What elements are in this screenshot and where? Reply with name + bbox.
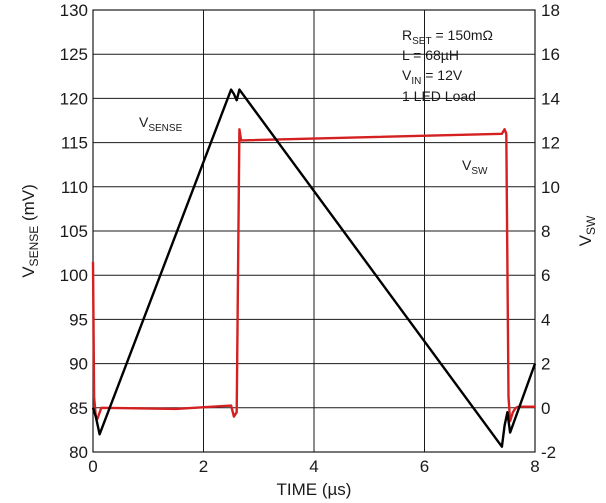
- y-tick-label: 120: [60, 89, 88, 108]
- annotation-rset: RSET = 150mΩ: [402, 27, 493, 47]
- x-tick-label: 0: [88, 457, 97, 476]
- y-tick-label: 100: [60, 266, 88, 285]
- x-tick-label: 6: [420, 457, 429, 476]
- y-tick-label: 95: [69, 310, 88, 329]
- x-tick-label: 2: [199, 457, 208, 476]
- y2-tick-label: 0: [541, 399, 550, 418]
- x-tick-label: 8: [530, 457, 539, 476]
- annotation-box: RSET = 150mΩ L = 68µH VIN = 12V 1 LED Lo…: [402, 27, 493, 104]
- annotation-vin: VIN = 12V: [402, 67, 463, 87]
- y2-tick-label: 4: [541, 310, 550, 329]
- y2-tick-label: 10: [541, 178, 560, 197]
- y2-tick-label: 14: [541, 89, 560, 108]
- grid: [93, 10, 535, 452]
- y-tick-label: 130: [60, 1, 88, 20]
- y-tick-label: 110: [61, 178, 88, 197]
- y-tick-label: 80: [69, 443, 88, 462]
- y2-tick-label: 12: [541, 134, 560, 153]
- series-line-vsw: [91, 128, 535, 423]
- series-label-vsense: VSENSE: [139, 114, 183, 134]
- y-tick-label: 90: [69, 355, 88, 374]
- y-tick-label: 125: [60, 45, 88, 64]
- y2-tick-label: 8: [541, 222, 550, 241]
- series-layer: [91, 88, 537, 448]
- y-tick-label: 105: [60, 222, 88, 241]
- y2-tick-label: 18: [541, 1, 560, 20]
- tick-labels: 0 2 4 6 8 80 85 90 95 100 105 110 115 120 125 130 -2 0 2 4 6…: [60, 1, 560, 476]
- y-axis-title: VSENSE (mV): [19, 184, 41, 278]
- series-line-vsense: [91, 88, 537, 448]
- y-tick-label: 85: [69, 399, 88, 418]
- series-label-vsw: VSW: [462, 157, 488, 177]
- y2-tick-label: 16: [541, 45, 560, 64]
- x-axis-title: TIME (µs): [277, 480, 352, 499]
- annotation-load: 1 LED Load: [402, 88, 476, 104]
- y2-tick-label: 6: [541, 266, 550, 285]
- x-tick-label: 4: [309, 457, 318, 476]
- y2-tick-label: 2: [541, 355, 550, 374]
- y2-axis-title: VSW: [576, 215, 598, 246]
- y-tick-label: 115: [61, 134, 88, 153]
- y2-tick-label: -2: [541, 443, 556, 462]
- annotation-l: L = 68µH: [402, 47, 459, 63]
